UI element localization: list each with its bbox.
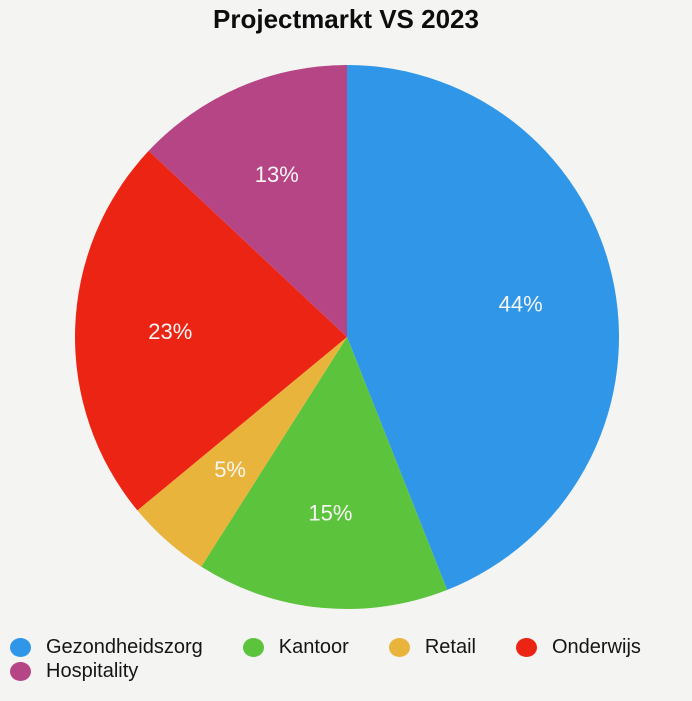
pie-slice-gezondheidszorg [347,65,620,590]
legend: Gezondheidszorg Kantoor Retail Onderwijs Hos… [10,636,688,683]
legend-swatch-hospitality [10,662,31,681]
slice-label-kantoor: 15% [308,501,352,526]
legend-swatch-retail [388,638,410,657]
legend-label-gezondheidszorg: Gezondheidszorg [46,636,203,658]
slice-label-onderwijs: 23% [148,319,192,344]
legend-label-kantoor: Kantoor [278,636,349,658]
legend-label-hospitality: Hospitality [46,660,139,682]
legend-item-gezondheidszorg: Gezondheidszorg [10,636,203,659]
legend-swatch-gezondheidszorg [10,638,31,657]
legend-item-onderwijs: Onderwijs [515,636,641,659]
slice-label-retail: 5% [214,457,246,482]
chart-title: Projectmarkt VS 2023 [213,4,479,34]
legend-item-retail: Retail [388,636,476,659]
legend-item-kantoor: Kantoor [242,636,349,659]
pie-slice-hospitality [148,65,347,337]
legend-label-retail: Retail [424,636,476,658]
slice-label-hospitality: 13% [255,162,299,187]
legend-swatch-onderwijs [515,638,537,657]
slice-label-gezondheidszorg: 44% [499,291,543,316]
pie-slice-retail [137,337,347,567]
pie-slice-onderwijs [74,150,347,511]
legend-swatch-kantoor [242,638,264,657]
legend-item-hospitality: Hospitality [10,660,138,683]
pie-slice-kantoor [201,337,448,610]
legend-label-onderwijs: Onderwijs [551,636,641,658]
